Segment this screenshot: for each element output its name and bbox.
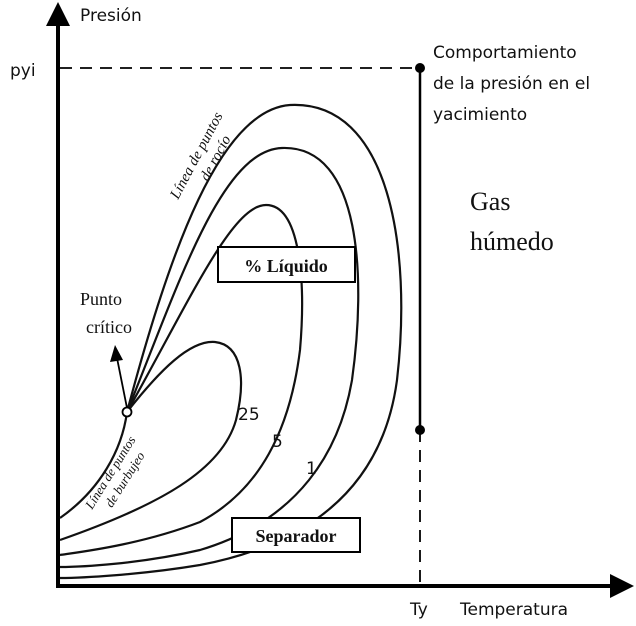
critical-arrowhead: [110, 345, 123, 362]
critical-arrow: [116, 357, 128, 409]
quality-curve: [59, 146, 360, 569]
x-label: Temperatura: [459, 600, 568, 620]
y-label: Presión: [80, 6, 142, 26]
quality-label: 1: [306, 459, 317, 479]
dew-label: Línea de puntos de rocío: [167, 110, 235, 203]
quality-label: 5: [272, 432, 283, 452]
reservoir-text: Comportamiento: [433, 43, 577, 63]
liquid-text: % Líquido: [244, 256, 328, 276]
dew-curve: [59, 103, 403, 580]
quality-curve: [59, 340, 243, 542]
critical-text: Punto: [80, 289, 122, 309]
reservoir-text: yacimiento: [433, 105, 527, 125]
liquid-box: [217, 246, 356, 283]
reservoir-start: [415, 63, 425, 73]
reservoir-text: de la presión en el: [433, 74, 590, 94]
critical-point: [121, 406, 133, 418]
critical-text: crítico: [86, 317, 132, 337]
y-axis-arrow: [46, 2, 70, 26]
fluid-type: húmedo: [470, 227, 554, 256]
x-axis-arrow: [610, 574, 634, 598]
bubble-curve: [59, 411, 129, 519]
y-marker: pyi: [10, 61, 36, 81]
separator-box: [231, 517, 361, 553]
quality-label: 25: [238, 405, 260, 425]
fluid-type: Gas: [470, 187, 510, 216]
x-marker: Ty: [409, 600, 428, 620]
separator-text: Separador: [256, 526, 337, 546]
reservoir-end: [415, 425, 425, 435]
